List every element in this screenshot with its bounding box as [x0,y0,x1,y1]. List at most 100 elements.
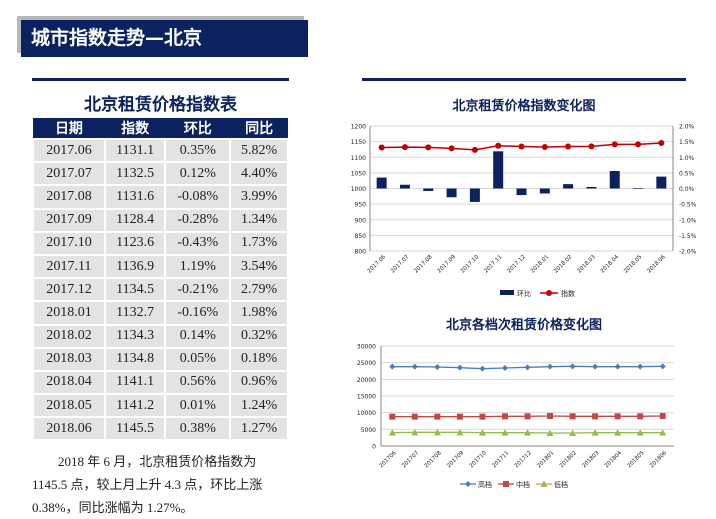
table-cell: 1132.5 [103,161,167,187]
table-row: 2017.07 1132.5 0.12% 4.40% [32,161,289,187]
table-row: 2018.03 1134.8 0.05% 0.18% [32,346,289,372]
table-cell: 0.35% [164,137,232,164]
table-cell: 1.24% [229,393,289,419]
triangle-marker [636,429,644,436]
x-tick-label: 201803 [581,450,600,469]
diamond-marker [614,363,621,370]
circle-marker [635,141,642,148]
table-cell: 0.56% [164,369,232,396]
circle-marker [471,146,478,153]
bar [446,188,457,198]
divider-right [362,78,686,81]
chart2-title: 北京各档次租赁价格变化图 [445,318,602,333]
left-tick-label: 1000 [351,186,366,193]
square-marker [434,413,441,420]
triangle-marker [411,428,419,436]
right-tick-label: -1.0% [679,217,697,224]
table-cell: -0.21% [164,277,232,303]
table-cell: 1.98% [229,300,289,326]
x-tick-label: 2018.03 [577,254,598,275]
table-row: 2018.04 1141.1 0.56% 0.96% [32,369,289,396]
index-table: 日期 指数 环比 同比 2017.06 1131.1 0.35% 5.82% 2017.07 1… [32,118,289,442]
x-tick-label: 201806 [649,450,668,469]
y-tick-label: 25000 [357,360,376,367]
diamond-marker [434,364,441,370]
diamond-marker [501,365,508,371]
x-tick-label: 2018.02 [553,254,573,274]
diamond-marker [637,363,644,370]
left-tick-label: 1100 [351,155,366,162]
x-tick-label: 2017.12 [507,254,527,274]
column-header: 指数 [104,118,166,139]
table-cell: 2017.07 [32,161,106,187]
bar [633,188,644,189]
diamond-marker [479,365,486,372]
triangle-marker [433,428,441,436]
bar [539,188,550,194]
legend-bar-swatch [500,290,514,295]
table-row: 2017.08 1131.6 -0.08% 3.99% [32,184,289,210]
x-tick-label: 201710 [469,450,488,469]
left-tick-label: 950 [355,202,367,209]
right-tick-label: 2.0% [679,124,695,131]
x-tick-label: 201801 [536,450,555,469]
table-row: 2017.10 1123.6 -0.43% 1.73% [32,230,289,256]
table-row: 2017.06 1131.1 0.35% 5.82% [32,137,289,164]
table-cell: 2018.03 [32,346,106,372]
table-row: 2018.05 1141.2 0.01% 1.24% [32,393,289,419]
table-cell: 2017.06 [32,137,106,164]
circle-marker [495,142,502,149]
triangle-marker [478,429,486,436]
table-cell: 2.79% [229,277,289,303]
table-cell: 1134.5 [103,277,167,303]
circle-marker [448,145,455,152]
triangle-marker [569,429,577,436]
circle-marker [401,144,408,151]
x-tick-label: 2017.07 [390,254,411,275]
circle-marker [546,290,552,296]
left-tick-label: 1200 [351,124,366,131]
circle-marker [378,144,385,151]
table-cell: 2018.04 [32,369,106,396]
table-row: 2018.01 1132.7 -0.16% 1.98% [32,300,289,326]
table-cell: -0.08% [164,184,232,210]
table-cell: 4.40% [229,161,289,187]
circle-marker [611,141,618,148]
legend-label: 中档 [516,480,530,489]
right-tick-label: 0.5% [679,170,695,177]
circle-marker [425,144,432,151]
diamond-marker [411,363,418,370]
column-header: 同比 [230,118,288,139]
table-cell: 2017.08 [32,184,106,210]
bar [656,176,667,189]
triangle-marker [659,429,667,436]
square-marker [547,413,554,419]
table-row: 2018.02 1134.3 0.14% 0.32% [32,323,289,349]
right-tick-label: -0.5% [679,202,697,209]
x-tick-label: 201707 [401,450,420,469]
right-tick-label: -1.5% [679,233,697,240]
left-tick-label: 900 [355,217,367,224]
bar [399,184,410,189]
table-cell: 2018.05 [32,393,106,419]
page-title: 城市指数走势—北京 [21,20,308,57]
triangle-marker [388,429,396,436]
table-cell: 0.96% [229,369,289,396]
right-tick-label: -2.0% [679,249,697,256]
x-tick-label: 201709 [446,450,465,469]
column-header: 环比 [165,118,231,139]
table-cell: 5.82% [229,137,289,164]
triangle-marker [501,429,509,436]
table-cell: 0.14% [164,323,232,349]
legend-label: 指数 [561,289,575,298]
bar [423,188,434,191]
y-tick-label: 15000 [357,394,376,401]
table-row: 2017.11 1136.9 1.19% 3.54% [32,253,289,280]
x-tick-label: 2017.09 [437,254,458,275]
diamond-marker [389,363,396,370]
square-marker [411,413,418,420]
circle-marker [588,143,595,150]
x-tick-label: 2017.08 [413,254,434,275]
table-row: 2018.06 1145.5 0.38% 1.27% [32,416,289,442]
table-cell: 1.34% [229,207,289,233]
